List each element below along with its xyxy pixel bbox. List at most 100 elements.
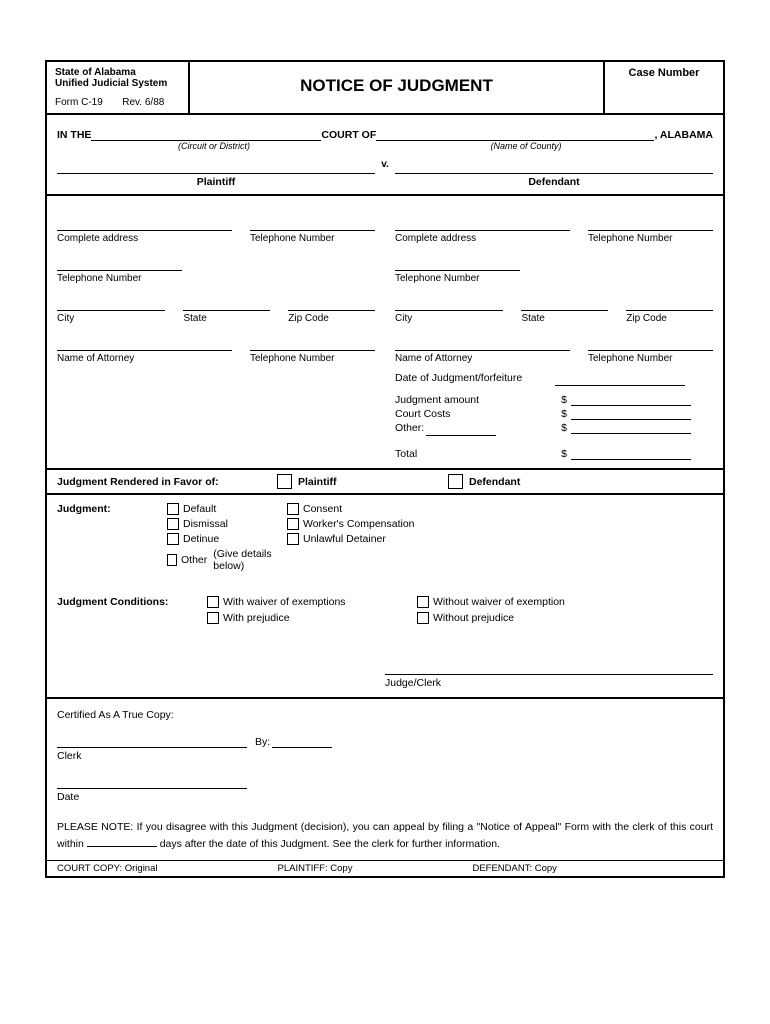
footer: COURT COPY: Original PLAINTIFF: Copy DEF…: [47, 860, 723, 876]
clerk-signature-input[interactable]: [57, 735, 247, 748]
p-address-label: Complete address: [57, 233, 232, 244]
defendant-name-input[interactable]: [395, 159, 713, 174]
court-of-label: COURT OF: [321, 129, 376, 141]
court-section: IN THE COURT OF , ALABAMA (Circuit or Di…: [47, 115, 723, 196]
court-row: IN THE COURT OF , ALABAMA: [57, 127, 713, 141]
opt-with-waiver: With waiver of exemptions: [223, 596, 346, 608]
d-tel2-input[interactable]: [395, 258, 520, 271]
d-zip-label: Zip Code: [626, 313, 713, 324]
p-address-input[interactable]: [57, 218, 232, 231]
p-tel2-input[interactable]: [57, 258, 182, 271]
p-city-input[interactable]: [57, 298, 165, 311]
d-tel1-input[interactable]: [588, 218, 713, 231]
other-desc-input[interactable]: [426, 422, 496, 436]
dollar-sign4: $: [555, 448, 571, 460]
judgment-date-label: Date of Judgment/forfeiture: [395, 372, 555, 386]
versus-row: Plaintiff v. Defendant: [57, 159, 713, 188]
cb-unlawful[interactable]: [287, 533, 299, 545]
cb-detinue[interactable]: [167, 533, 179, 545]
cb-workers[interactable]: [287, 518, 299, 530]
dollar-sign2: $: [555, 408, 571, 420]
appeal-note: PLEASE NOTE: If you disagree with this J…: [57, 821, 713, 850]
favor-plaintiff-checkbox[interactable]: [277, 474, 292, 489]
p-atty-input[interactable]: [57, 338, 232, 351]
state-label: State of Alabama: [55, 67, 180, 78]
cb-other[interactable]: [167, 554, 177, 566]
other-amount-input[interactable]: [571, 422, 691, 434]
opt-detinue: Detinue: [183, 533, 219, 545]
cb-without-prej[interactable]: [417, 612, 429, 624]
defendant-column: Complete address Telephone Number Teleph…: [385, 196, 723, 468]
cb-consent[interactable]: [287, 503, 299, 515]
date-label: Date: [57, 791, 713, 803]
judge-clerk-signature[interactable]: [385, 662, 713, 675]
cb-default[interactable]: [167, 503, 179, 515]
p-zip-label: Zip Code: [288, 313, 375, 324]
parties-section: Complete address Telephone Number Teleph…: [47, 196, 723, 468]
opt-default: Default: [183, 503, 216, 515]
p-atty-tel-input[interactable]: [250, 338, 375, 351]
cb-dismissal[interactable]: [167, 518, 179, 530]
favor-plaintiff-label: Plaintiff: [298, 476, 448, 488]
by-input[interactable]: [272, 735, 332, 748]
d-city-label: City: [395, 313, 503, 324]
d-atty-input[interactable]: [395, 338, 570, 351]
system-label: Unified Judicial System: [55, 78, 180, 89]
p-tel1-input[interactable]: [250, 218, 375, 231]
favor-label: Judgment Rendered in Favor of:: [57, 476, 277, 488]
d-city-input[interactable]: [395, 298, 503, 311]
d-atty-tel-input[interactable]: [588, 338, 713, 351]
vs-label: v.: [375, 159, 395, 188]
court-costs-input[interactable]: [571, 408, 691, 420]
total-label: Total: [395, 448, 555, 460]
days-input[interactable]: [87, 833, 157, 847]
judgment-date-input[interactable]: [555, 372, 685, 386]
dollar-sign1: $: [555, 394, 571, 406]
plaintiff-name-area: Plaintiff: [57, 159, 375, 188]
d-zip-input[interactable]: [626, 298, 713, 311]
header-left: State of Alabama Unified Judicial System…: [47, 62, 190, 113]
p-tel1-label: Telephone Number: [250, 233, 375, 244]
d-address-input[interactable]: [395, 218, 570, 231]
d-state-input[interactable]: [521, 298, 608, 311]
dollar-sign3: $: [555, 422, 571, 436]
favor-defendant-checkbox[interactable]: [448, 474, 463, 489]
conditions-label: Judgment Conditions:: [57, 596, 207, 624]
opt-without-prej: Without prejudice: [433, 612, 514, 624]
favor-section: Judgment Rendered in Favor of: Plaintiff…: [47, 468, 723, 495]
date-input[interactable]: [57, 776, 247, 789]
plaintiff-name-input[interactable]: [57, 159, 375, 174]
d-address-label: Complete address: [395, 233, 570, 244]
by-label: By:: [255, 736, 270, 748]
judgment-amount-input[interactable]: [571, 394, 691, 406]
case-number-box[interactable]: Case Number: [603, 62, 723, 113]
amounts-block: Date of Judgment/forfeiture Judgment amo…: [395, 372, 713, 460]
total-input[interactable]: [571, 448, 691, 460]
opt-without-waiver: Without waiver of exemption: [433, 596, 565, 608]
cb-with-waiver[interactable]: [207, 596, 219, 608]
p-state-input[interactable]: [183, 298, 270, 311]
judgment-amount-label: Judgment amount: [395, 394, 555, 406]
form-container: State of Alabama Unified Judicial System…: [45, 60, 725, 878]
p-city-label: City: [57, 313, 165, 324]
signature-row: Judge/Clerk: [57, 662, 713, 689]
p-zip-input[interactable]: [288, 298, 375, 311]
other-label: Other:: [395, 422, 424, 436]
d-tel1-label: Telephone Number: [588, 233, 713, 244]
d-state-label: State: [521, 313, 608, 324]
opt-unlawful: Unlawful Detainer: [303, 533, 386, 545]
note-lead: PLEASE NOTE:: [57, 821, 133, 833]
favor-defendant-label: Defendant: [469, 476, 520, 488]
cert-title: Certified As A True Copy:: [57, 709, 713, 721]
p-tel2-label: Telephone Number: [57, 273, 182, 284]
cb-with-prej[interactable]: [207, 612, 219, 624]
note-body2: days after the date of this Judgment. Se…: [160, 838, 500, 850]
footer-court: COURT COPY: Original: [57, 863, 157, 874]
details-hint: (Give details below): [213, 548, 287, 572]
court-type-input[interactable]: [91, 127, 321, 141]
footer-plaintiff: PLAINTIFF: Copy: [277, 863, 352, 874]
cb-without-waiver[interactable]: [417, 596, 429, 608]
circuit-hint: (Circuit or District): [99, 141, 329, 151]
county-input[interactable]: [376, 127, 654, 141]
opt-consent: Consent: [303, 503, 342, 515]
